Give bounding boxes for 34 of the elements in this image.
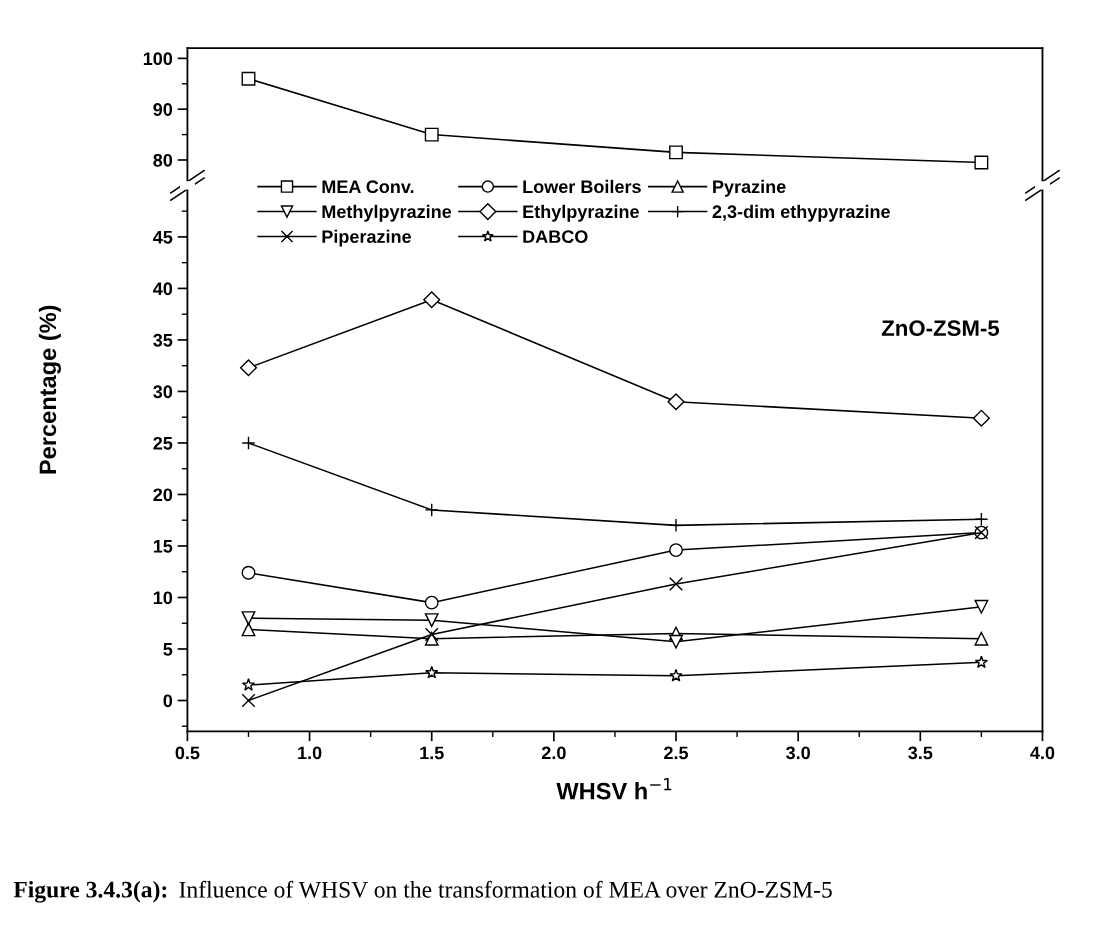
x-axis-title: WHSV h$^{−1}$ [556, 778, 672, 800]
y-tick-label: 10 [153, 591, 173, 605]
x-tick-label: 3.0 [786, 746, 810, 760]
legend-label: MEA Conv. [322, 180, 414, 194]
caption: Figure 3.4.3(a): [13, 880, 167, 903]
x-tick-label: 2.0 [541, 746, 566, 760]
legend-label: Pyrazine [713, 179, 786, 197]
y-tick-label: 0 [163, 694, 173, 708]
legend-label: 2,3-dim ethypyrazine [712, 204, 890, 222]
y-tick-label: 100 [143, 52, 173, 66]
y-tick-label: 40 [153, 282, 173, 296]
x-tick-label: 0.5 [175, 746, 200, 760]
y-tick-label: 35 [153, 333, 173, 347]
annotation: ZnO-ZSM-5 [881, 320, 1000, 337]
x-tick-label: 3.5 [908, 746, 933, 760]
y-tick-label: 90 [153, 103, 173, 116]
legend-label: Methylpyrazine [322, 204, 452, 222]
x-tick-label: 4.0 [1030, 746, 1055, 760]
y-tick-label: 80 [153, 153, 173, 167]
y-tick-label: 30 [153, 385, 173, 399]
y-tick-label: 45 [153, 231, 173, 244]
y-tick-label: 5 [163, 643, 173, 656]
x-tick-label: 2.5 [664, 746, 689, 760]
legend-label: Ethylpyrazine [523, 204, 639, 222]
legend-label: Piperazine [322, 229, 411, 247]
x-tick-label: 1.5 [420, 746, 444, 760]
text: Influence of WHSV on the transformation of MEA over ZnO-ZSM-5 [179, 880, 832, 898]
legend-label: DABCO [523, 230, 588, 244]
y-tick-label: 25 [153, 436, 173, 450]
y-axis-title: Percentage (%) [38, 305, 61, 474]
y-tick-label: 15 [153, 540, 173, 553]
x-tick-label: 1.0 [298, 746, 322, 760]
y-tick-label: 20 [153, 488, 173, 502]
legend-label: Lower Boilers [523, 179, 641, 194]
